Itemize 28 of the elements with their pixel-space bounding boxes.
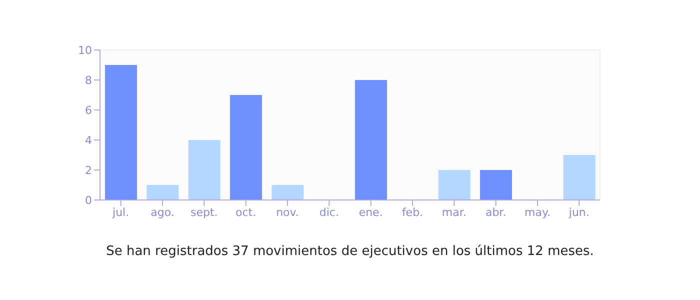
x-tick-label: ago. bbox=[150, 206, 174, 219]
bar bbox=[230, 95, 262, 200]
x-tick-label: mar. bbox=[442, 206, 466, 219]
y-tick-label: 10 bbox=[78, 44, 92, 57]
bar bbox=[105, 65, 137, 200]
text: Se han registrados 37 movimientos de ejecutivos en los últimos 12 meses. bbox=[105, 244, 595, 259]
y-tick-label: 0 bbox=[85, 194, 92, 207]
y-tick-label: 6 bbox=[85, 104, 92, 117]
bar bbox=[355, 80, 387, 200]
bar bbox=[146, 185, 179, 200]
bar bbox=[563, 155, 596, 200]
bar bbox=[438, 170, 470, 200]
x-tick-label: oct. bbox=[236, 206, 256, 219]
x-tick-label: abr. bbox=[485, 206, 506, 219]
y-tick-label: 2 bbox=[85, 164, 92, 177]
bar bbox=[272, 185, 304, 200]
y-tick-label: 4 bbox=[85, 134, 92, 147]
x-tick-label: feb. bbox=[402, 206, 424, 219]
x-tick-label: sept. bbox=[190, 206, 218, 219]
x-tick-label: nov. bbox=[276, 206, 299, 219]
x-tick-label: may. bbox=[524, 206, 550, 219]
x-tick-label: jun. bbox=[568, 206, 590, 219]
bar bbox=[188, 140, 220, 200]
y-tick-label: 8 bbox=[85, 74, 92, 87]
x-tick-label: dic. bbox=[319, 206, 339, 219]
bar bbox=[480, 170, 512, 200]
x-tick-label: ene. bbox=[358, 206, 383, 219]
x-tick-label: jul. bbox=[112, 206, 130, 219]
